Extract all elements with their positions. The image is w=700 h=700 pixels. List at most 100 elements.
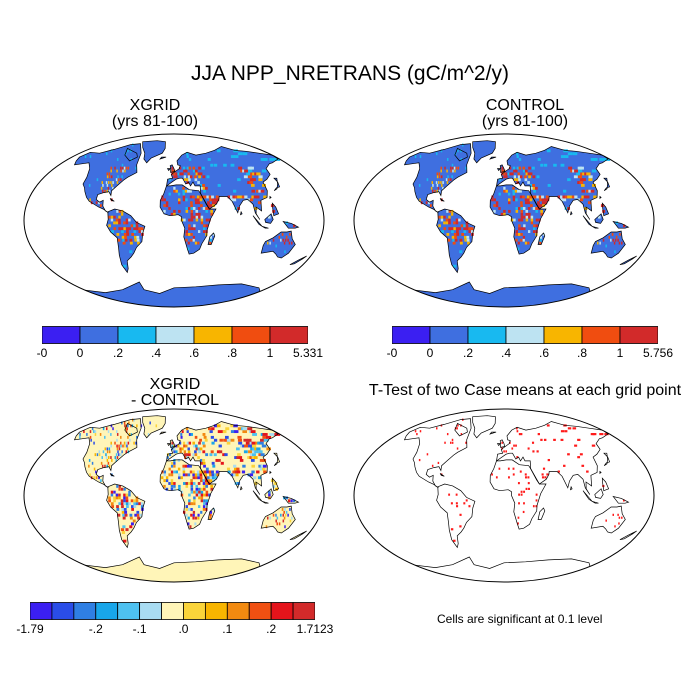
grid-cell [287,238,289,242]
grid-cell [121,421,123,425]
grid-cell [470,227,474,231]
map-border [353,408,655,583]
colorbar-xgrid-labels: -0 0.2.4.6.8 1 5.331 [37,346,323,362]
grid-cell [493,198,496,202]
grid-cell [588,189,592,193]
colorbar-box [51,602,75,620]
grid-cell [272,484,276,488]
coastline [489,184,547,255]
grid-cell [284,507,286,511]
grid-cell [257,476,262,480]
grid-cell [507,198,511,202]
grid-cell [202,461,206,465]
grid-cell [187,507,191,511]
grid-cell [173,175,176,179]
grid-cell [540,212,544,216]
grid-cell [190,238,193,242]
coastline [260,230,296,259]
colorbar-box [292,602,315,620]
grid-cell [524,175,527,179]
grid-cell [253,476,257,480]
grid-cell [106,189,109,193]
coastline [436,208,476,274]
grid-cell [237,427,243,431]
grid-cell [539,235,543,239]
colorbar-box [231,326,271,344]
grid-cell [261,467,266,471]
grid-cell [459,250,463,254]
grid-cell [272,238,275,242]
grid-cell [530,218,534,222]
grid-cell [200,479,203,483]
grid-cell [98,450,101,454]
grid-cell [122,169,124,173]
coastline [109,198,115,202]
land-fill [472,415,496,438]
grid-cell [171,169,174,173]
grid-cell [285,510,288,514]
colorbar-tick-label: 1.7123 [296,622,334,636]
grid-cell [202,482,206,485]
grid-cell [263,470,267,474]
grid-cell [185,230,188,233]
grid-cell [513,175,517,179]
grid-cell [536,175,540,179]
grid-cell [429,204,432,208]
grid-cell [205,209,208,213]
grid-cell [118,221,121,225]
grid-cell [200,496,204,500]
grid-cell [451,175,453,179]
grid-cell [242,464,246,468]
grid-cell [100,461,103,465]
grid-cell [579,178,584,182]
grid-cell [108,224,111,228]
grid-cell [539,241,542,245]
significant-cell [501,441,503,444]
grid-cell [513,169,516,173]
grid-cell [198,212,201,216]
grid-cell [249,166,254,170]
grid-cell [125,218,129,222]
grid-cell [94,430,97,434]
grid-cell [530,186,534,190]
grid-cell [591,169,597,173]
land-fill [490,459,546,530]
grid-cell [222,430,227,434]
coastline [73,418,142,489]
grid-cell [206,175,210,179]
grid-cell [184,464,188,468]
significant-cell [517,482,520,485]
grid-cell [180,433,183,436]
grid-cell [113,215,116,219]
grid-cell [495,201,499,205]
grid-cell [258,450,263,454]
grid-cell [207,479,211,483]
colorbar-control-labels: -0 0.2.4.6.8 1 5.756 [387,346,673,362]
colorbar-diff-labels: -1.79 -.2 -.1.0.1.2 1.7123 [16,622,333,638]
grid-cell [261,444,267,448]
grid-cell [185,482,189,485]
coastline [142,140,166,164]
grid-cell [571,195,576,199]
significant-cell [518,433,521,436]
grid-cell [583,195,588,199]
panel-title-xgrid-line1: XGRID [129,97,181,114]
grid-cell [195,172,199,176]
grid-cell [562,195,566,199]
grid-cell [94,453,97,457]
grid-cell [130,424,132,428]
grid-cell [252,453,256,457]
significant-cell [519,470,522,473]
grid-cell [513,218,516,222]
grid-cell [89,473,91,477]
grid-cell [232,195,236,199]
significant-cell [515,444,517,447]
significant-cell [560,438,564,441]
grid-cell [187,464,190,468]
grid-cell [213,163,218,167]
grid-cell [522,238,525,242]
grid-cell [438,189,441,193]
grid-cell [508,201,511,205]
grid-cell [224,453,228,457]
grid-cell [122,516,126,520]
